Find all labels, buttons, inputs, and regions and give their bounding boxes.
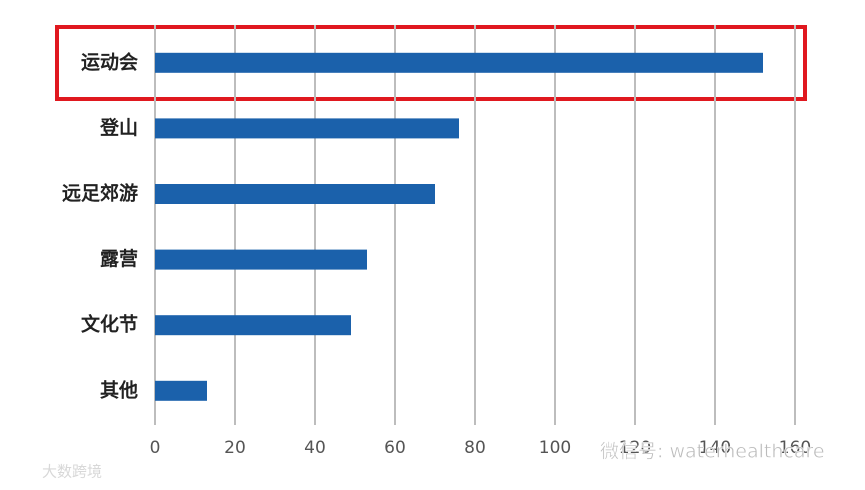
- bar: [155, 249, 367, 270]
- x-tick-label: 20: [224, 438, 246, 458]
- x-tick-label: 40: [304, 438, 326, 458]
- bar: [155, 52, 763, 73]
- bar: [155, 184, 435, 204]
- watermark: 大数跨境: [42, 463, 102, 481]
- y-tick-label: 文化节: [81, 313, 138, 336]
- highlight-box: [55, 25, 807, 101]
- x-tick-label: 120: [619, 438, 651, 458]
- bar: [155, 380, 207, 401]
- x-tick-label: 160: [779, 438, 811, 458]
- x-tick-label: 0: [150, 438, 161, 458]
- y-tick-label: 运动会: [81, 50, 138, 73]
- y-tick-label: 登山: [99, 116, 138, 139]
- bar: [155, 315, 351, 336]
- bar: [155, 118, 459, 139]
- x-tick-label: 60: [384, 438, 406, 458]
- x-tick-label: 80: [464, 438, 486, 458]
- watermark: 微信号: waterhealthcare: [600, 441, 825, 463]
- x-tick-label: 140: [699, 438, 731, 458]
- y-tick-label: 其他: [100, 378, 138, 401]
- y-tick-label: 露营: [100, 247, 138, 270]
- x-tick-label: 100: [539, 438, 571, 458]
- y-tick-label: 远足郊游: [62, 182, 138, 205]
